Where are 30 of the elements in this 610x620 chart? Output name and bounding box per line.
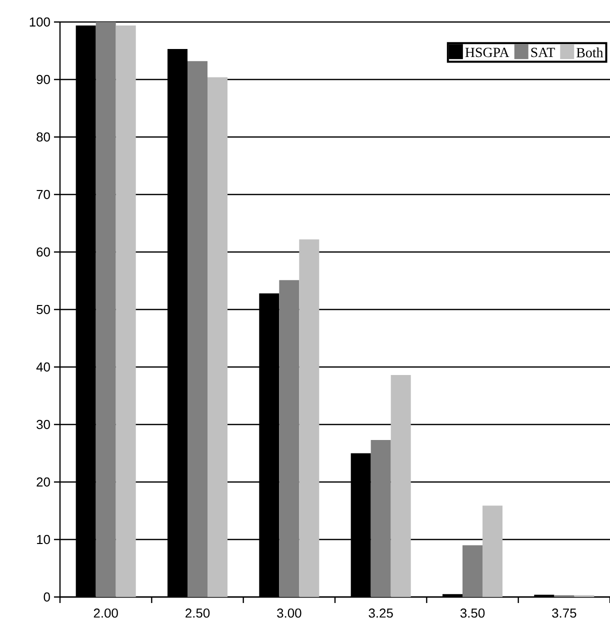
- y-tick-label: 20: [36, 477, 50, 487]
- x-tick-label: 3.50: [460, 608, 485, 618]
- bar: [96, 22, 116, 597]
- y-tick-label: 100: [30, 17, 50, 27]
- x-tick-label: 2.00: [94, 608, 118, 618]
- bar: [208, 77, 228, 597]
- y-tick-label: 90: [36, 74, 50, 84]
- y-tick-label: 60: [36, 247, 50, 257]
- x-tick-label: 3.00: [277, 608, 302, 618]
- bar: [299, 239, 320, 597]
- y-tick-label: 80: [36, 132, 50, 142]
- y-tick-label: 40: [36, 362, 50, 372]
- y-tick-label: 0: [44, 592, 50, 602]
- bar: [188, 61, 208, 597]
- y-tick-label: 30: [36, 420, 50, 430]
- x-tick-label: 2.50: [186, 608, 210, 618]
- x-tick-label: 3.75: [552, 608, 576, 618]
- bar: [462, 545, 482, 597]
- y-tick-label: 70: [36, 190, 50, 200]
- x-tick-label: 3.25: [368, 608, 393, 618]
- bar: [279, 280, 300, 597]
- bar: [370, 440, 391, 597]
- legend-label: Both: [576, 48, 604, 58]
- y-tick-label: 10: [37, 534, 50, 544]
- bar: [116, 25, 136, 597]
- legend-label: SAT: [531, 48, 555, 58]
- bar: [390, 375, 411, 597]
- bar: [482, 506, 502, 597]
- y-tick-label: 50: [36, 304, 50, 314]
- legend-label: HSGPA: [465, 48, 510, 58]
